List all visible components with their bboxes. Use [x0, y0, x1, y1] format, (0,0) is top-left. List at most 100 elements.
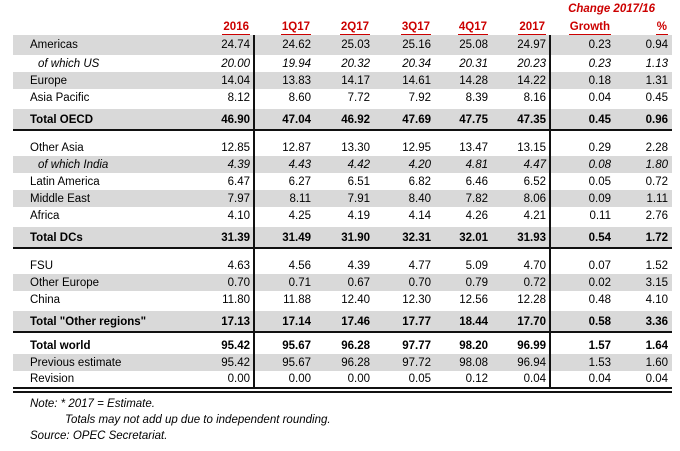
region-label: of which US	[38, 57, 100, 70]
value-cell: 97.77	[402, 339, 431, 352]
value-cell: 13.83	[282, 74, 311, 87]
column-header-row: 2016 1Q17 2Q17 3Q17 4Q17 2017 Growth%	[13, 16, 672, 35]
value-cell: 4.39	[227, 158, 250, 171]
value-cell: 32.31	[402, 232, 431, 244]
value-cell: 0.08	[588, 158, 611, 171]
value-cell: 96.28	[341, 356, 370, 369]
region-label: of which India	[38, 158, 109, 171]
value-cell: 20.23	[517, 57, 546, 70]
region-label: Latin America	[30, 175, 100, 188]
region-label: Other Europe	[30, 276, 100, 289]
table-bottom-double-rule	[13, 387, 672, 393]
value-cell: 4.25	[288, 209, 311, 222]
value-cell: 4.39	[347, 259, 370, 272]
value-cell: 11.80	[222, 293, 250, 306]
table-row: Europe 14.04 13.83 14.17 14.61 14.28 14.22 0.18…	[13, 72, 672, 89]
value-cell: 12.28	[517, 293, 546, 306]
value-cell: 98.20	[459, 339, 488, 352]
value-cell: 0.00	[288, 373, 311, 385]
value-cell: 12.95	[402, 141, 431, 154]
table-row: Other Asia 12.85 12.87 13.30 12.95 13.47 13.15…	[13, 139, 672, 156]
value-cell: 6.27	[288, 175, 311, 188]
column-header-label: 3Q17	[400, 21, 431, 35]
value-cell: 96.94	[517, 356, 546, 369]
value-cell: 1.52	[645, 259, 668, 272]
value-cell: 24.62	[282, 39, 311, 51]
value-cell: 17.14	[282, 316, 311, 328]
value-cell: 12.85	[221, 141, 250, 154]
value-cell: 96.28	[341, 339, 370, 352]
value-cell: 1.72	[645, 232, 668, 244]
value-cell: 0.45	[588, 114, 611, 126]
value-cell: 0.04	[588, 91, 611, 104]
value-cell: 14.22	[517, 74, 546, 87]
value-cell: 0.11	[589, 209, 611, 222]
column-header-label: %	[655, 21, 668, 35]
value-cell: 8.11	[289, 192, 311, 205]
value-cell: 25.03	[341, 39, 370, 51]
column-header: Growth	[549, 21, 614, 35]
value-cell: 12.30	[402, 293, 431, 306]
value-cell: 0.07	[588, 259, 611, 272]
value-cell: 12.40	[341, 293, 370, 306]
value-cell: 0.72	[645, 175, 668, 188]
value-cell: 4.20	[408, 158, 431, 171]
column-header: 2016	[145, 21, 253, 35]
value-cell: 3.36	[645, 316, 668, 328]
value-cell: 6.52	[523, 175, 546, 188]
value-cell: 95.42	[221, 356, 250, 369]
value-cell: 0.48	[588, 293, 611, 306]
table-row: Total OECD 46.90 47.04 46.92 47.69 47.75 47.35…	[13, 109, 672, 131]
note-line: Source: OPEC Secretariat.	[30, 430, 168, 442]
column-header: 2Q17	[314, 21, 373, 35]
value-cell: 1.60	[645, 356, 668, 369]
table-row: Total "Other regions" 17.13 17.14 17.46 17.7…	[13, 311, 672, 333]
value-cell: 4.47	[523, 158, 546, 171]
column-header-label: Growth	[568, 21, 611, 35]
column-header: 4Q17	[434, 21, 491, 35]
value-cell: 13.30	[341, 141, 370, 154]
value-cell: 0.05	[408, 373, 431, 385]
value-cell: 4.43	[288, 158, 311, 171]
value-cell: 6.82	[408, 175, 431, 188]
value-cell: 0.71	[288, 276, 311, 289]
value-cell: 20.34	[402, 57, 431, 70]
value-cell: 4.10	[227, 209, 250, 222]
value-cell: 19.94	[282, 57, 311, 70]
value-cell: 0.12	[465, 373, 488, 385]
region-label: Previous estimate	[30, 356, 122, 369]
note-line: Totals may not add up due to independent…	[65, 414, 331, 426]
value-cell: 3.15	[645, 276, 668, 289]
value-cell: 96.99	[517, 339, 546, 352]
value-cell: 0.96	[645, 114, 668, 126]
value-cell: 0.00	[227, 373, 250, 385]
value-cell: 31.90	[341, 232, 370, 244]
value-cell: 24.97	[517, 39, 546, 51]
table-row: Revision 0.00 0.00 0.00 0.05 0.12 0.04 0.04 0.04	[13, 371, 672, 387]
table-row: Total DCs 31.39 31.49 31.90 32.31 32.01 31.93 0…	[13, 227, 672, 249]
region-label: Middle East	[30, 192, 91, 205]
value-cell: 6.51	[347, 175, 370, 188]
value-cell: 12.56	[459, 293, 488, 306]
table-notes: Note: * 2017 = Estimate. Totals may not …	[30, 396, 331, 444]
value-cell: 31.39	[221, 232, 250, 244]
value-cell: 7.82	[465, 192, 488, 205]
value-cell: 12.87	[282, 141, 311, 154]
column-header-label: 2Q17	[339, 21, 370, 35]
table-row: Total world 95.42 95.67 96.28 97.77 98.20 96.9…	[13, 337, 672, 354]
value-cell: 11.88	[283, 293, 311, 306]
column-header-label: 2017	[518, 21, 546, 35]
value-cell: 2.28	[645, 141, 668, 154]
value-cell: 0.45	[645, 91, 668, 104]
value-cell: 14.28	[459, 74, 488, 87]
table-row: Previous estimate 95.42 95.67 96.28 97.72 98.…	[13, 354, 672, 371]
value-cell: 0.04	[588, 373, 611, 385]
value-cell: 7.92	[408, 91, 431, 104]
column-header: %	[614, 21, 672, 35]
value-cell: 14.17	[341, 74, 370, 87]
value-cell: 4.21	[523, 209, 546, 222]
value-cell: 8.06	[523, 192, 546, 205]
region-label: Total "Other regions"	[30, 316, 147, 328]
value-cell: 0.00	[347, 373, 370, 385]
value-cell: 8.60	[288, 91, 311, 104]
